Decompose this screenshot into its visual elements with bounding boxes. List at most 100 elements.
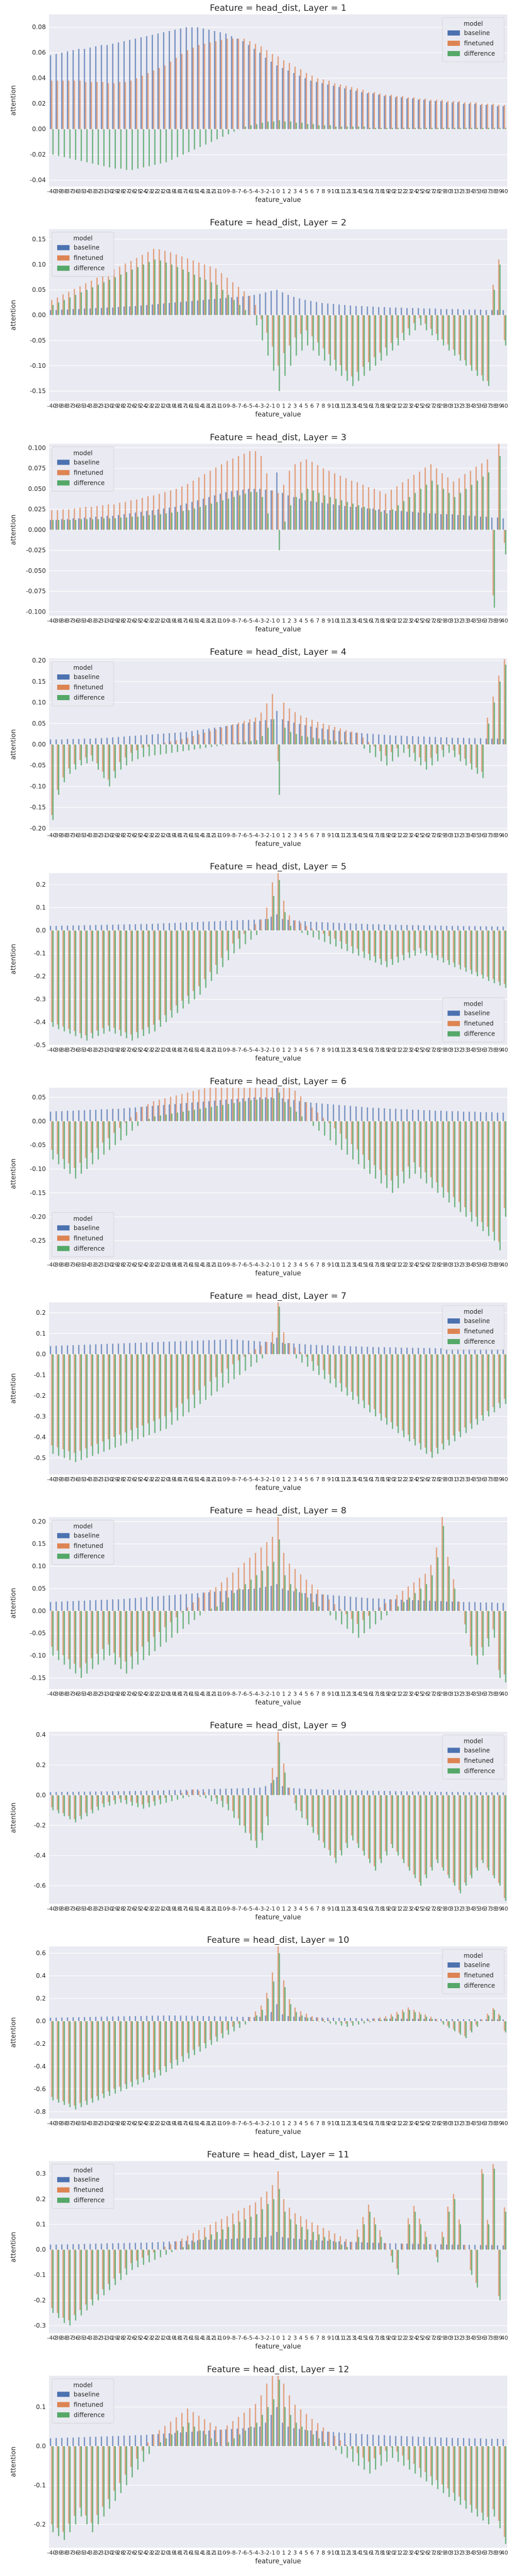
bar-difference [126, 2446, 127, 2485]
bar-baseline [129, 306, 131, 315]
bar-difference [403, 1602, 405, 1611]
bar-difference [437, 930, 439, 960]
bar-baseline [219, 2430, 221, 2446]
bar-difference [386, 315, 388, 356]
bar-difference [499, 1611, 501, 1678]
x-tick-label: -24 [138, 2549, 147, 2556]
x-tick-label: -10 [217, 1905, 226, 1912]
x-tick-label: 37 [484, 403, 491, 410]
bar-difference [364, 315, 365, 376]
y-tick-label: 0.0 [36, 2018, 46, 2025]
x-tick-label: 2 [287, 1476, 291, 1483]
bar-difference [391, 1795, 393, 1848]
chart-title: Feature = head_dist, Layer = 1 [210, 3, 346, 13]
x-tick-label: -30 [104, 1047, 113, 1054]
bar-finetuned [249, 2205, 251, 2250]
bar-difference [250, 1100, 252, 1122]
x-tick-label: -14 [194, 1476, 203, 1483]
bar-baseline [219, 1591, 221, 1611]
x-tick-label: 14 [354, 2549, 361, 2556]
bar-baseline [95, 1344, 97, 1354]
x-tick-label: -2 [264, 2120, 270, 2127]
x-tick-label: 21 [393, 1476, 401, 1483]
bar-baseline [389, 1599, 391, 1611]
x-tick-label: -2 [264, 1905, 270, 1912]
bar-difference [165, 2249, 167, 2255]
x-tick-label: 24 [410, 1476, 418, 1483]
bar-difference [199, 2239, 201, 2250]
bar-difference [397, 1121, 399, 1189]
bar-baseline [242, 2016, 244, 2022]
bar-difference [267, 2407, 269, 2446]
bar-finetuned [458, 2446, 460, 2497]
x-tick-label: 33 [461, 1691, 469, 1698]
bar-difference [358, 2021, 359, 2025]
bar-difference [414, 1354, 416, 1446]
x-tick-label: 3 [293, 1905, 297, 1912]
bar-baseline [287, 495, 289, 530]
bar-finetuned [226, 2425, 228, 2446]
bar-difference [364, 2021, 365, 2024]
x-tick-label: -38 [58, 1691, 67, 1698]
bar-baseline [327, 2018, 329, 2022]
x-tick-label: 10 [331, 188, 338, 195]
bar-baseline [219, 1789, 221, 1795]
bar-difference [194, 129, 195, 150]
bar-finetuned [260, 1547, 262, 1611]
bar-baseline [214, 727, 215, 744]
bar-finetuned [447, 744, 449, 746]
x-tick-label: 2 [287, 617, 291, 624]
x-tick-label: -21 [154, 832, 164, 839]
bar-difference [143, 1121, 144, 1122]
bar-finetuned [215, 930, 217, 965]
y-tick-label: 0.10 [32, 699, 46, 706]
bar-finetuned [226, 2021, 228, 2030]
bar-difference [403, 1121, 405, 1183]
legend-box [442, 1734, 505, 1780]
bar-difference [505, 315, 507, 346]
bar-baseline [293, 722, 295, 744]
x-tick-label: -12 [205, 2120, 215, 2127]
bar-baseline [112, 737, 114, 744]
x-tick-label: -20 [160, 617, 169, 624]
bar-difference [120, 275, 122, 315]
x-tick-label: 6 [310, 2549, 314, 2556]
bar-baseline [134, 1107, 136, 1122]
bar-finetuned [447, 930, 449, 960]
x-tick-label: -9 [225, 1261, 230, 1268]
bar-difference [69, 1354, 71, 1460]
bar-difference [505, 530, 507, 555]
bar-baseline [389, 1347, 391, 1354]
x-tick-label: 32 [456, 832, 463, 839]
bar-finetuned [186, 1354, 188, 1399]
x-tick-label: 25 [416, 2120, 423, 2127]
bar-finetuned [322, 2228, 324, 2250]
x-tick-label: -37 [64, 617, 73, 624]
bar-baseline [95, 1600, 97, 1611]
bar-baseline [378, 1108, 380, 1122]
x-tick-label: -37 [64, 1047, 73, 1054]
bar-baseline [321, 2431, 323, 2446]
bar-difference [313, 1354, 314, 1371]
y-tick-label: 0.04 [32, 75, 46, 82]
bar-baseline [163, 733, 165, 744]
bar-baseline [412, 2019, 414, 2022]
bar-finetuned [339, 2440, 341, 2446]
legend-swatch-difference [57, 695, 70, 700]
bar-baseline [202, 1101, 204, 1122]
x-tick-label: -12 [205, 1691, 215, 1698]
bar-difference [347, 1354, 348, 1396]
bar-difference [482, 2021, 484, 2022]
x-tick-label: 39 [495, 1905, 503, 1912]
bar-finetuned [164, 2247, 166, 2250]
x-tick-label: 36 [478, 1476, 486, 1483]
bar-difference [245, 930, 246, 944]
bar-baseline [253, 1588, 255, 1611]
bar-finetuned [362, 930, 364, 952]
bar-difference [318, 738, 320, 744]
x-tick-label: -31 [98, 1905, 107, 1912]
bar-finetuned [328, 2431, 330, 2446]
bar-baseline [384, 1599, 385, 1611]
bar-difference [341, 2244, 342, 2250]
bar-baseline [276, 710, 278, 744]
